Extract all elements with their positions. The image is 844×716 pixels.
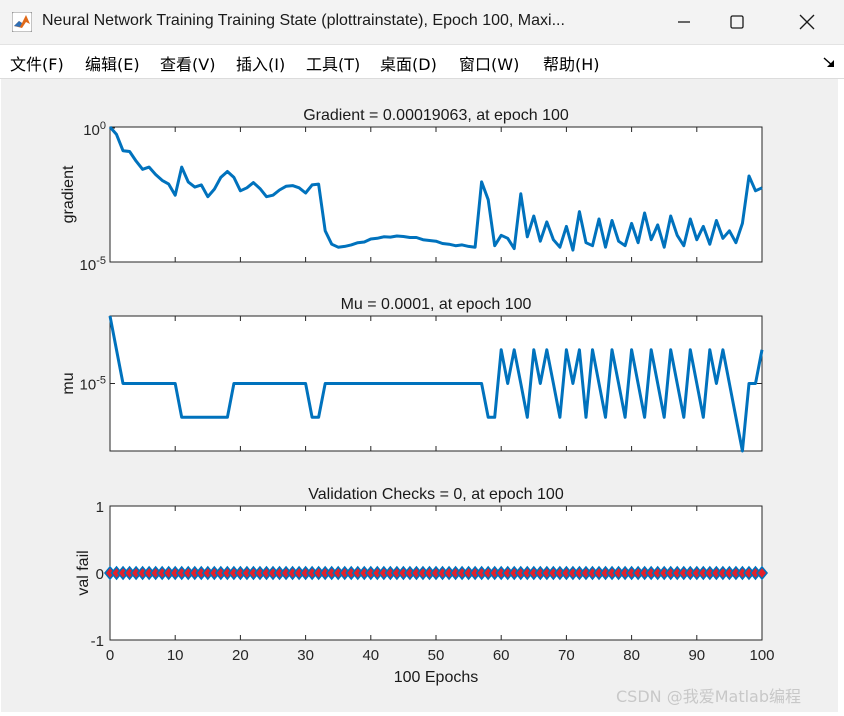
y-tick-label: 10-5 — [80, 255, 106, 274]
x-tick-label: 30 — [297, 647, 314, 664]
y-tick-base: 10 — [83, 122, 100, 139]
watermark: CSDN @我爱Matlab编程 — [616, 687, 801, 706]
axes-title: Mu = 0.0001, at epoch 100 — [341, 296, 532, 313]
x-tick-label: 70 — [558, 647, 575, 664]
maximize-icon — [730, 15, 744, 29]
dock-arrow-icon[interactable] — [822, 55, 836, 69]
menu-window[interactable]: 窗口(W) — [459, 55, 520, 74]
maximize-button[interactable] — [714, 0, 760, 44]
y-axis-label: mu — [60, 372, 77, 394]
y-tick-label: 1 — [96, 499, 104, 516]
menu-tools[interactable]: 工具(T) — [306, 55, 361, 74]
y-axis-label: gradient — [60, 165, 77, 223]
validation-point — [755, 565, 769, 581]
x-axis-label: 100 Epochs — [394, 669, 479, 686]
y-tick-exponent: -5 — [96, 255, 106, 267]
figure-area: Gradient = 0.00019063, at epoch 100 gradi… — [1, 79, 839, 712]
axes-2: Mu = 0.0001, at epoch 100 mu 10-5 — [60, 296, 764, 453]
y-axis-label: val fail — [75, 550, 92, 595]
menu-view[interactable]: 查看(V) — [160, 55, 216, 74]
y-tick-base: 10 — [80, 377, 97, 394]
y-tick-base: 10 — [80, 257, 97, 274]
menu-help[interactable]: 帮助(H) — [543, 55, 600, 74]
y-tick-label: -1 — [91, 633, 104, 650]
menu-file[interactable]: 文件(F) — [10, 55, 64, 74]
x-tick-label: 20 — [232, 647, 249, 664]
menu-insert[interactable]: 插入(I) — [236, 55, 286, 74]
window-title: Neural Network Training Training State (… — [42, 12, 565, 29]
matlab-app-icon — [12, 12, 32, 32]
window-border — [838, 79, 844, 712]
axes-3: Validation Checks = 0, at epoch 100 val f… — [75, 486, 775, 686]
menu-edit[interactable]: 编辑(E) — [85, 55, 140, 74]
x-tick-label: 50 — [428, 647, 445, 664]
close-icon — [799, 14, 815, 30]
axes-1: Gradient = 0.00019063, at epoch 100 gradi… — [60, 107, 763, 274]
x-tick-label: 0 — [106, 647, 114, 664]
training-state-plots: Gradient = 0.00019063, at epoch 100 gradi… — [60, 107, 775, 686]
mu-series-line — [108, 315, 764, 453]
minimize-button[interactable] — [661, 0, 707, 44]
close-button[interactable] — [784, 0, 830, 44]
y-tick-exponent: 0 — [100, 120, 106, 132]
minimize-icon — [678, 21, 690, 23]
menu-bar: 文件(F) 编辑(E) 查看(V) 插入(I) 工具(T) 桌面(D) 窗口(W… — [0, 45, 844, 79]
menu-desktop[interactable]: 桌面(D) — [380, 55, 437, 74]
y-tick-exponent: -5 — [96, 375, 106, 387]
axes-box — [109, 126, 763, 263]
x-tick-label: 60 — [493, 647, 510, 664]
gradient-series-line — [108, 126, 763, 252]
axes-title: Validation Checks = 0, at epoch 100 — [308, 486, 564, 503]
x-tick-label: 90 — [688, 647, 705, 664]
x-tick-label: 100 — [749, 647, 774, 664]
x-tick-label: 10 — [167, 647, 184, 664]
axes-title: Gradient = 0.00019063, at epoch 100 — [303, 107, 569, 124]
y-tick-label: 10-5 — [80, 375, 106, 394]
y-tick-label: 0 — [96, 566, 104, 583]
title-bar: Neural Network Training Training State (… — [0, 0, 844, 45]
validation-markers — [103, 565, 769, 581]
x-tick-label: 40 — [362, 647, 379, 664]
x-tick-label: 80 — [623, 647, 640, 664]
y-tick-label: 100 — [83, 120, 106, 139]
